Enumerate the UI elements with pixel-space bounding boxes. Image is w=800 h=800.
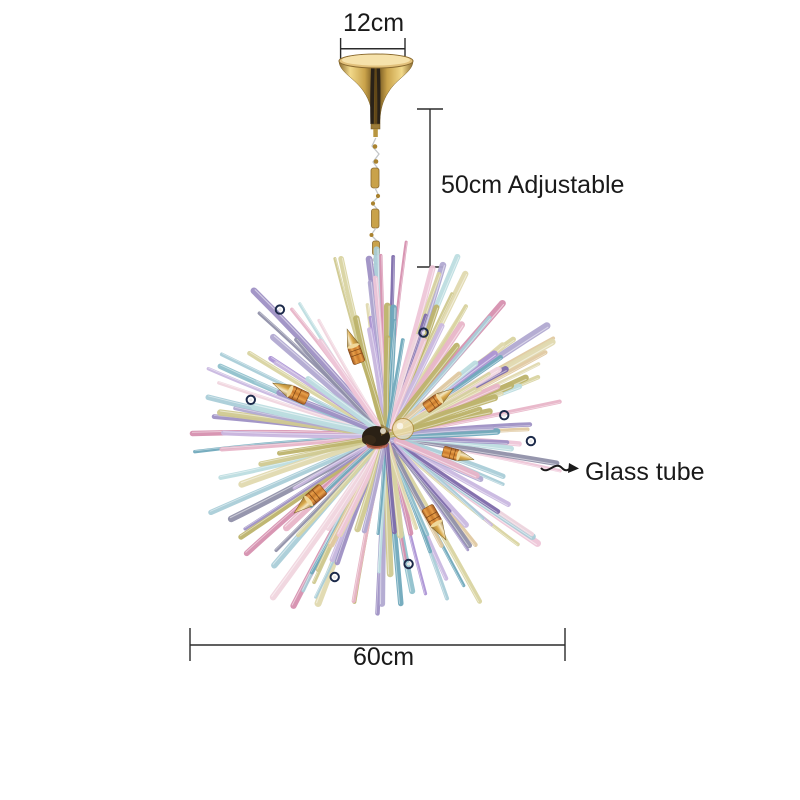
svg-text:50cm Adjustable: 50cm Adjustable	[441, 171, 624, 199]
svg-text:Glass tube: Glass tube	[585, 458, 705, 486]
svg-text:60cm: 60cm	[353, 643, 414, 671]
svg-text:12cm: 12cm	[343, 9, 404, 37]
